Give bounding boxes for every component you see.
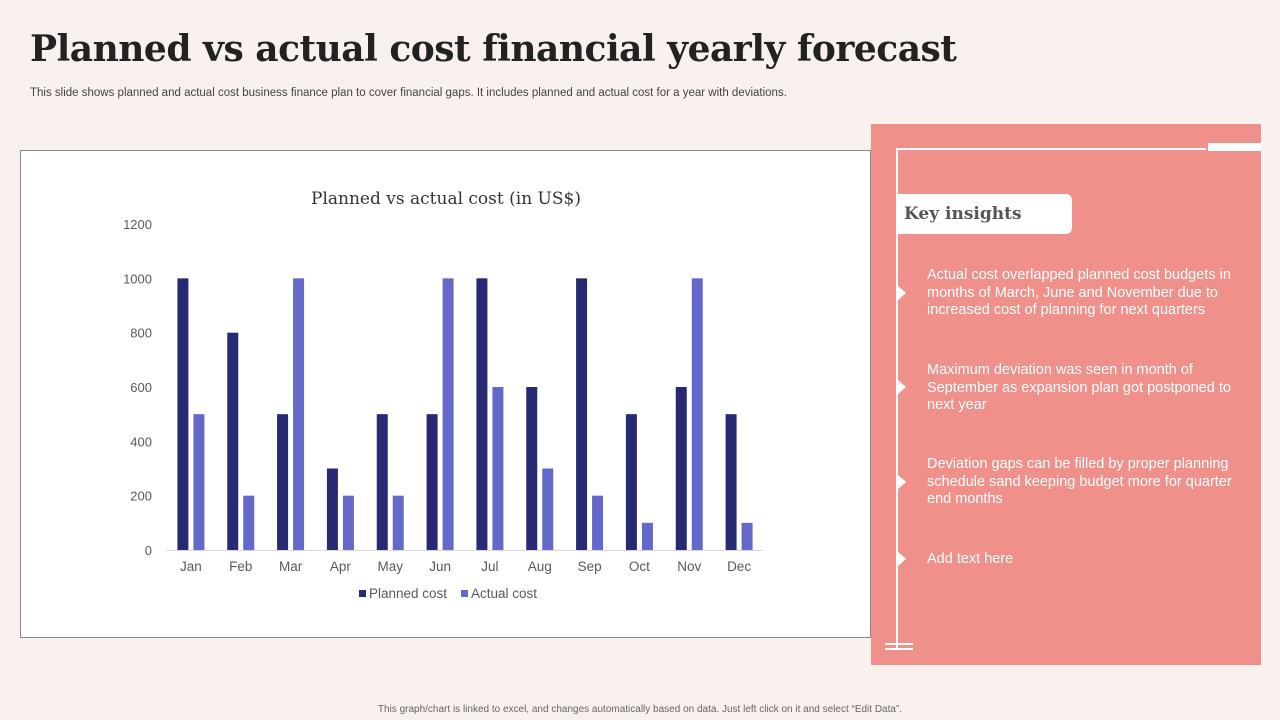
x-tick-label: May xyxy=(377,559,403,574)
y-tick-label: 1200 xyxy=(123,217,152,232)
bar-actual-feb[interactable] xyxy=(243,495,255,550)
x-tick-label: Oct xyxy=(629,559,650,574)
bar-actual-dec[interactable] xyxy=(741,522,753,550)
bar-planned-feb[interactable] xyxy=(227,332,239,550)
x-tick-label: Apr xyxy=(330,559,352,574)
bar-planned-nov[interactable] xyxy=(675,387,687,550)
x-tick-label: Jul xyxy=(481,559,498,574)
y-tick-label: 200 xyxy=(130,489,152,504)
insight-item-2[interactable]: Maximum deviation was seen in month of S… xyxy=(927,362,1231,413)
bar-actual-sep[interactable] xyxy=(592,495,604,550)
bar-planned-jan[interactable] xyxy=(177,278,189,550)
insight-item-1[interactable]: Actual cost overlapped planned cost budg… xyxy=(927,267,1231,318)
y-tick-label: 800 xyxy=(130,326,152,341)
y-tick-label: 1000 xyxy=(123,271,152,286)
bar-planned-may[interactable] xyxy=(376,414,388,550)
bullet-arrow-icon xyxy=(897,285,906,301)
legend-label-actual[interactable]: Actual cost xyxy=(471,586,537,601)
bar-planned-oct[interactable] xyxy=(625,414,637,550)
bullet-arrow-icon xyxy=(897,379,906,395)
y-tick-label: 600 xyxy=(130,380,152,395)
bar-actual-aug[interactable] xyxy=(542,468,554,551)
bar-actual-mar[interactable] xyxy=(293,278,305,550)
key-insights-heading: Key insights xyxy=(898,194,1072,234)
frame-cap xyxy=(1208,143,1261,151)
x-tick-label: Nov xyxy=(677,559,701,574)
chart-card[interactable]: Planned vs actual cost (in US$) 0 200 400 6… xyxy=(20,150,871,638)
bar-actual-jun[interactable] xyxy=(442,278,454,550)
bar-actual-apr[interactable] xyxy=(342,495,354,550)
bar-planned-mar[interactable] xyxy=(277,414,289,550)
x-tick-label: Mar xyxy=(279,559,303,574)
x-tick-label: Aug xyxy=(528,559,552,574)
insight-item-3[interactable]: Deviation gaps can be filled by proper p… xyxy=(927,456,1232,507)
bar-actual-jul[interactable] xyxy=(492,387,504,550)
bar-planned-jul[interactable] xyxy=(476,278,488,550)
bar-actual-may[interactable] xyxy=(392,495,404,550)
legend-label-planned[interactable]: Planned cost xyxy=(369,586,447,601)
page-subtitle: This slide shows planned and actual cost… xyxy=(30,87,787,99)
bar-actual-jan[interactable] xyxy=(193,414,205,550)
x-tick-label: Sep xyxy=(578,559,602,574)
bullet-arrow-icon xyxy=(897,551,906,567)
x-tick-label: Jun xyxy=(429,559,451,574)
x-tick-label: Feb xyxy=(229,559,252,574)
bar-planned-aug[interactable] xyxy=(526,387,538,550)
bar-chart[interactable]: Planned vs actual cost (in US$) 0 200 400 6… xyxy=(21,151,872,639)
bar-planned-dec[interactable] xyxy=(725,414,737,550)
chart-title: Planned vs actual cost (in US$) xyxy=(311,189,581,209)
bar-planned-jun[interactable] xyxy=(426,414,438,550)
bar-actual-nov[interactable] xyxy=(691,278,703,550)
x-tick-label: Jan xyxy=(180,559,202,574)
frame-line-vertical xyxy=(896,148,898,648)
bar-planned-sep[interactable] xyxy=(576,278,588,550)
y-tick-label: 0 xyxy=(145,543,152,558)
x-tick-label: Dec xyxy=(727,559,751,574)
bar-actual-oct[interactable] xyxy=(641,522,653,550)
frame-foot xyxy=(885,648,913,650)
footer-note: This graph/chart is linked to excel, and… xyxy=(377,704,903,715)
page-title: Planned vs actual cost financial yearly … xyxy=(30,28,957,70)
insight-item-4[interactable]: Add text here xyxy=(927,551,1014,567)
y-tick-label: 400 xyxy=(130,434,152,449)
frame-foot xyxy=(885,643,913,645)
bar-planned-apr[interactable] xyxy=(326,468,338,551)
bullet-arrow-icon xyxy=(897,474,906,490)
key-insights-panel: Key insights Actual cost overlapped plan… xyxy=(871,124,1261,665)
legend-swatch-planned xyxy=(359,590,366,597)
frame-line-horizontal xyxy=(896,148,1206,150)
legend-swatch-actual xyxy=(461,590,468,597)
